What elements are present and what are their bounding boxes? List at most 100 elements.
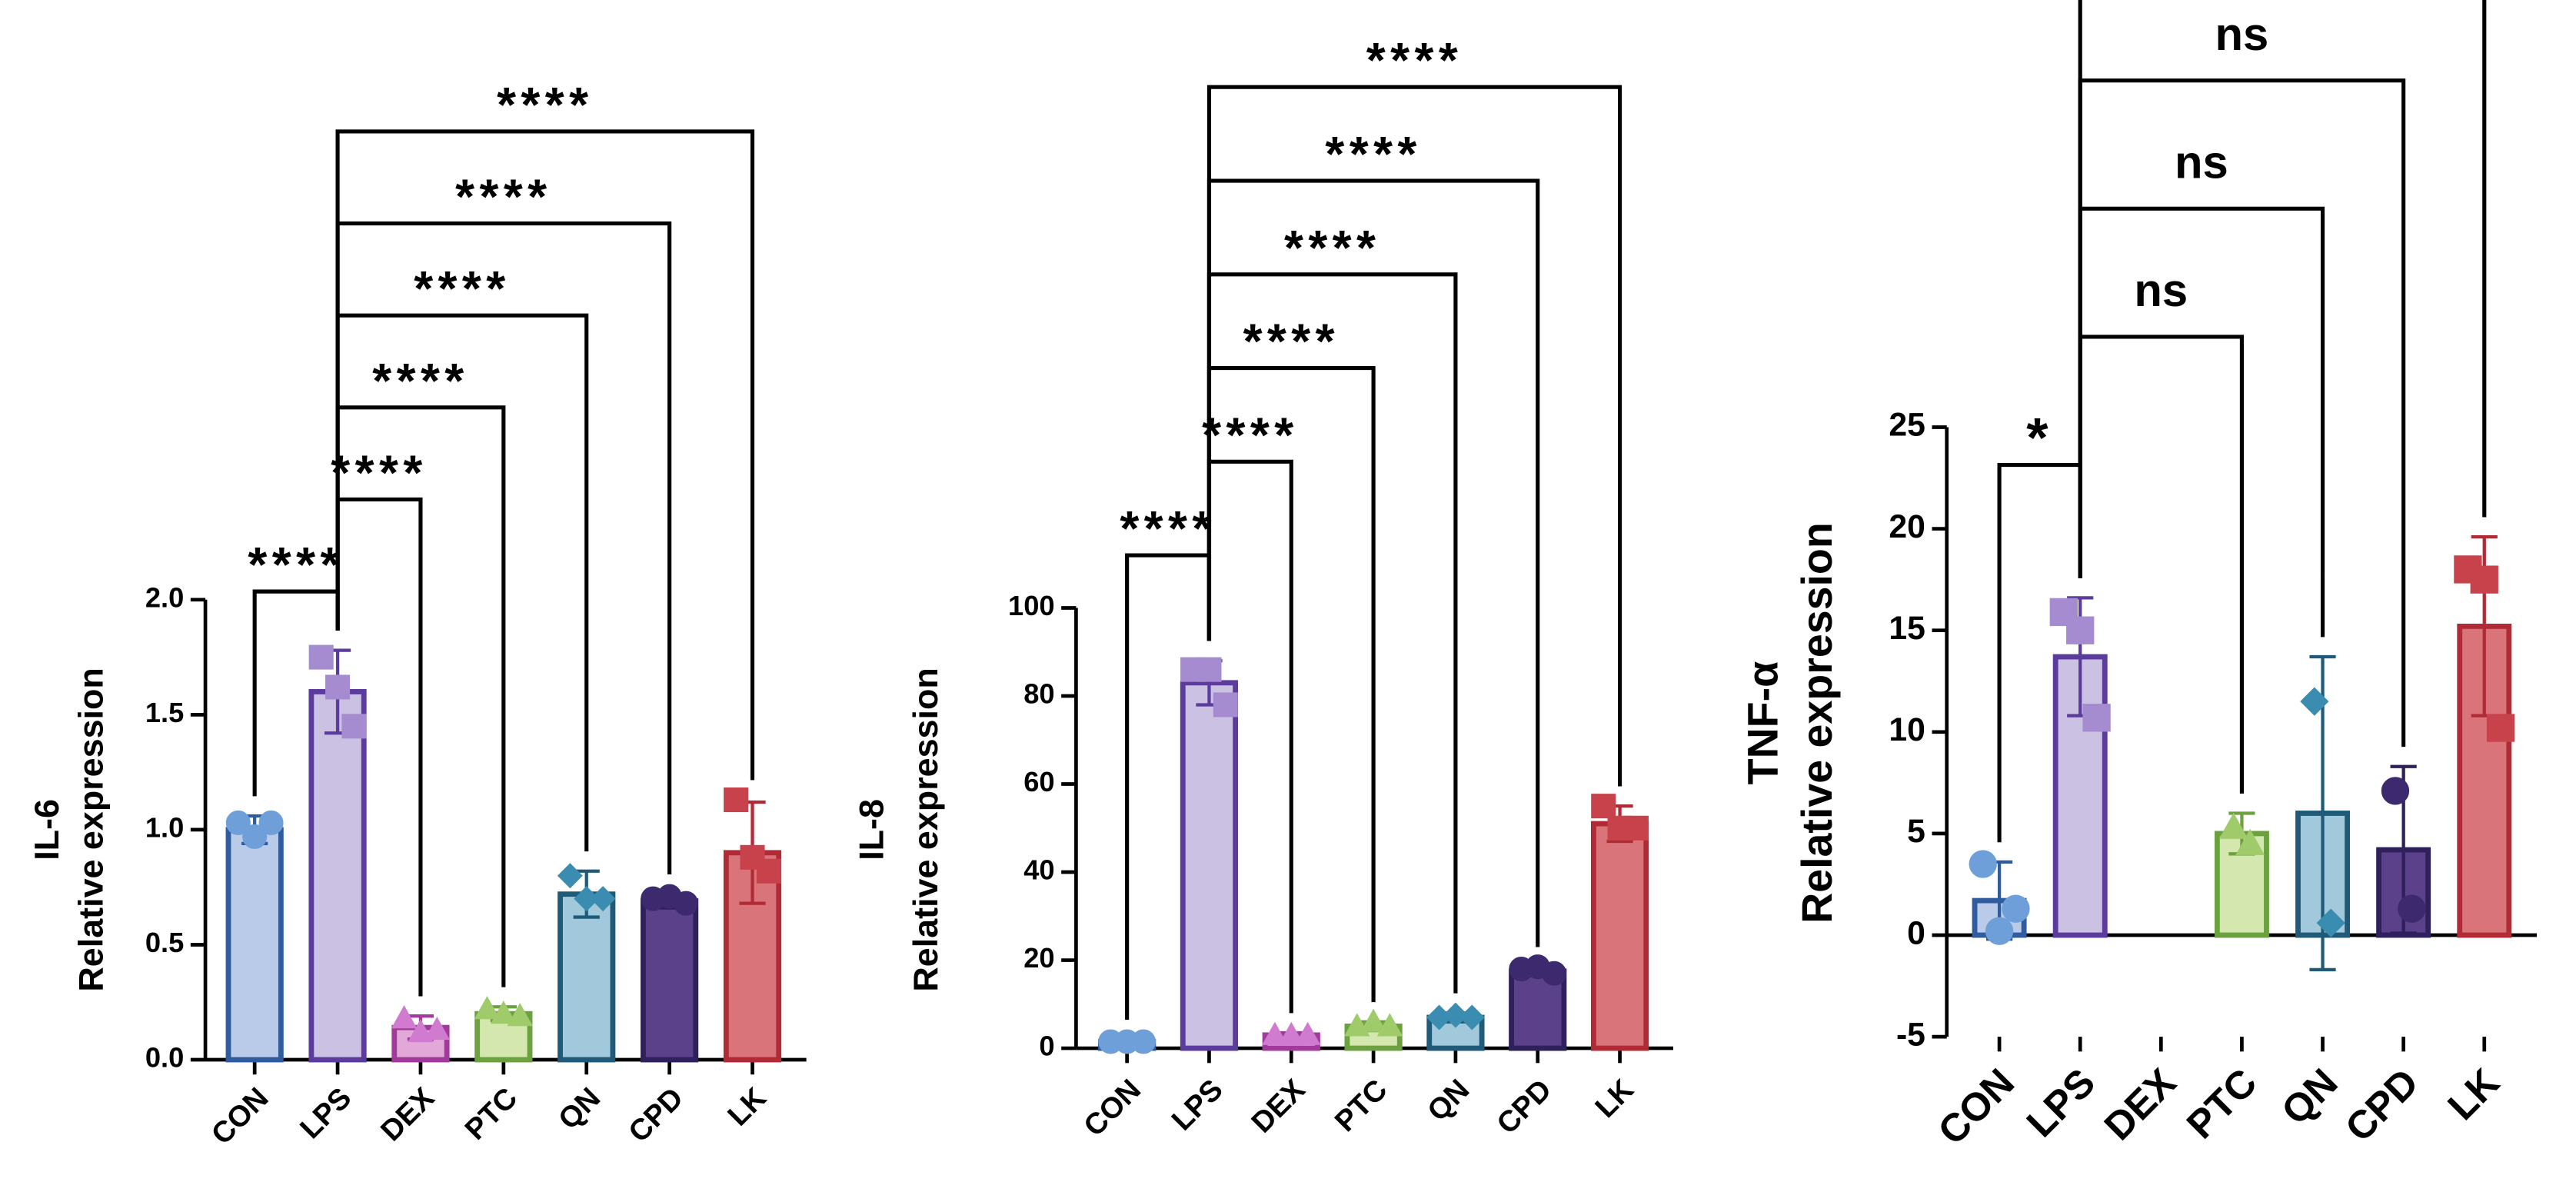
bar bbox=[557, 891, 616, 1063]
y-tick-label: -5 bbox=[1896, 1016, 1925, 1053]
significance-label: **** bbox=[1243, 314, 1340, 369]
y-axis-label: IL-8 bbox=[851, 799, 890, 861]
y-axis-label: Relative expression bbox=[1793, 522, 1841, 924]
x-tick-label: PTC bbox=[458, 1081, 524, 1147]
significance-label: **** bbox=[1366, 32, 1463, 88]
significance-label: **** bbox=[497, 77, 593, 132]
y-tick-label: 60 bbox=[1023, 766, 1054, 797]
significance-label: **** bbox=[1284, 220, 1380, 275]
data-point bbox=[1278, 1021, 1305, 1045]
x-tick-label: QN bbox=[1421, 1073, 1476, 1127]
y-tick-label: 10 bbox=[1889, 711, 1925, 748]
significance-label: **** bbox=[414, 261, 510, 316]
data-point bbox=[1130, 1029, 1157, 1054]
data-point bbox=[308, 644, 334, 670]
x-tick-label: CPD bbox=[622, 1081, 690, 1149]
data-point bbox=[2381, 777, 2410, 805]
significance-label: ns bbox=[2215, 8, 2269, 60]
y-tick-label: 100 bbox=[1008, 590, 1055, 621]
data-point bbox=[1360, 1008, 1386, 1032]
significance-label: ns bbox=[2134, 265, 2188, 316]
significance-bracket bbox=[2078, 206, 2325, 638]
data-point bbox=[1623, 815, 1649, 841]
chart-panel: 0 20 40 60 80 100 CON LPS DEX PTC QN CPD LK IL-8 Relat… bbox=[851, 32, 1673, 1143]
y-tick-label: 5 bbox=[1907, 813, 1925, 850]
data-point bbox=[2300, 687, 2329, 716]
y-tick-label: 2.0 bbox=[145, 581, 184, 613]
y-tick-label: 40 bbox=[1023, 854, 1054, 886]
chart-panel: 0.0 0.5 1.0 1.5 2.0 CON LPS DEX PTC QN CPD LK IL-6 Re… bbox=[27, 77, 807, 1151]
data-point bbox=[341, 714, 367, 739]
data-point bbox=[2316, 908, 2345, 937]
data-point bbox=[424, 1016, 451, 1041]
x-tick-label: LK bbox=[721, 1081, 773, 1133]
y-tick-label: 20 bbox=[1023, 942, 1054, 974]
data-point bbox=[2486, 714, 2515, 742]
data-point bbox=[1376, 1013, 1403, 1037]
data-point bbox=[391, 1005, 418, 1029]
data-point bbox=[2002, 894, 2030, 923]
data-point bbox=[1969, 850, 1997, 878]
x-tick-label: LPS bbox=[2019, 1060, 2104, 1146]
data-point bbox=[325, 674, 351, 700]
y-axis-label: TNF-α bbox=[1739, 661, 1786, 785]
significance-label: **** bbox=[1325, 126, 1421, 181]
y-tick-label: 0 bbox=[1907, 914, 1925, 951]
y-tick-label: 1.5 bbox=[145, 697, 184, 728]
significance-bracket bbox=[2078, 0, 2487, 578]
significance-label: ns bbox=[2175, 137, 2228, 188]
x-tick-label: CON bbox=[205, 1081, 275, 1151]
x-tick-label: CPD bbox=[1490, 1073, 1558, 1140]
y-tick-label: 0.5 bbox=[145, 927, 184, 958]
data-point bbox=[225, 810, 251, 835]
data-point bbox=[756, 858, 781, 884]
bar bbox=[225, 827, 284, 1063]
bar bbox=[308, 689, 367, 1063]
data-point bbox=[2235, 828, 2265, 855]
data-point bbox=[1443, 1002, 1469, 1028]
data-point bbox=[1542, 961, 1567, 986]
x-tick-label: QN bbox=[2273, 1060, 2346, 1134]
significance-label: **** bbox=[1120, 501, 1216, 556]
data-point bbox=[1213, 692, 1238, 718]
data-point bbox=[590, 886, 616, 912]
data-point bbox=[1262, 1021, 1288, 1045]
x-tick-label: LK bbox=[2439, 1060, 2508, 1129]
significance-label: **** bbox=[248, 537, 344, 592]
bar bbox=[1590, 821, 1649, 1051]
y-tick-label: 20 bbox=[1889, 508, 1925, 545]
data-point bbox=[673, 891, 699, 916]
y-axis-label: Relative expression bbox=[906, 668, 945, 991]
data-point bbox=[474, 996, 501, 1020]
y-tick-label: 0.0 bbox=[145, 1042, 184, 1074]
data-point bbox=[1459, 1004, 1485, 1031]
data-point bbox=[1294, 1021, 1321, 1045]
x-tick-label: PTC bbox=[2178, 1060, 2265, 1147]
x-tick-label: PTC bbox=[1329, 1073, 1394, 1138]
x-tick-label: CPD bbox=[2337, 1060, 2427, 1150]
significance-label: * bbox=[2026, 407, 2053, 469]
y-tick-label: 0 bbox=[1039, 1031, 1054, 1062]
significance-label: **** bbox=[1202, 407, 1298, 462]
x-tick-label: QN bbox=[552, 1081, 607, 1136]
significance-bracket bbox=[1206, 272, 1458, 994]
data-point bbox=[557, 863, 583, 889]
y-tick-label: 25 bbox=[1889, 407, 1925, 444]
y-axis-label: IL-6 bbox=[27, 799, 66, 861]
bar bbox=[641, 898, 699, 1063]
data-point bbox=[491, 1001, 517, 1024]
significance-bracket bbox=[335, 129, 755, 781]
data-point bbox=[2470, 565, 2498, 594]
y-tick-label: 15 bbox=[1889, 610, 1925, 647]
data-point bbox=[1985, 917, 2014, 945]
x-tick-label: CON bbox=[1077, 1073, 1147, 1143]
data-point bbox=[2218, 812, 2248, 839]
data-point bbox=[1591, 794, 1616, 819]
data-point bbox=[2082, 704, 2111, 732]
x-tick-label: CON bbox=[1929, 1060, 2022, 1154]
x-tick-label: DEX bbox=[2096, 1060, 2185, 1149]
bar bbox=[1180, 680, 1239, 1051]
